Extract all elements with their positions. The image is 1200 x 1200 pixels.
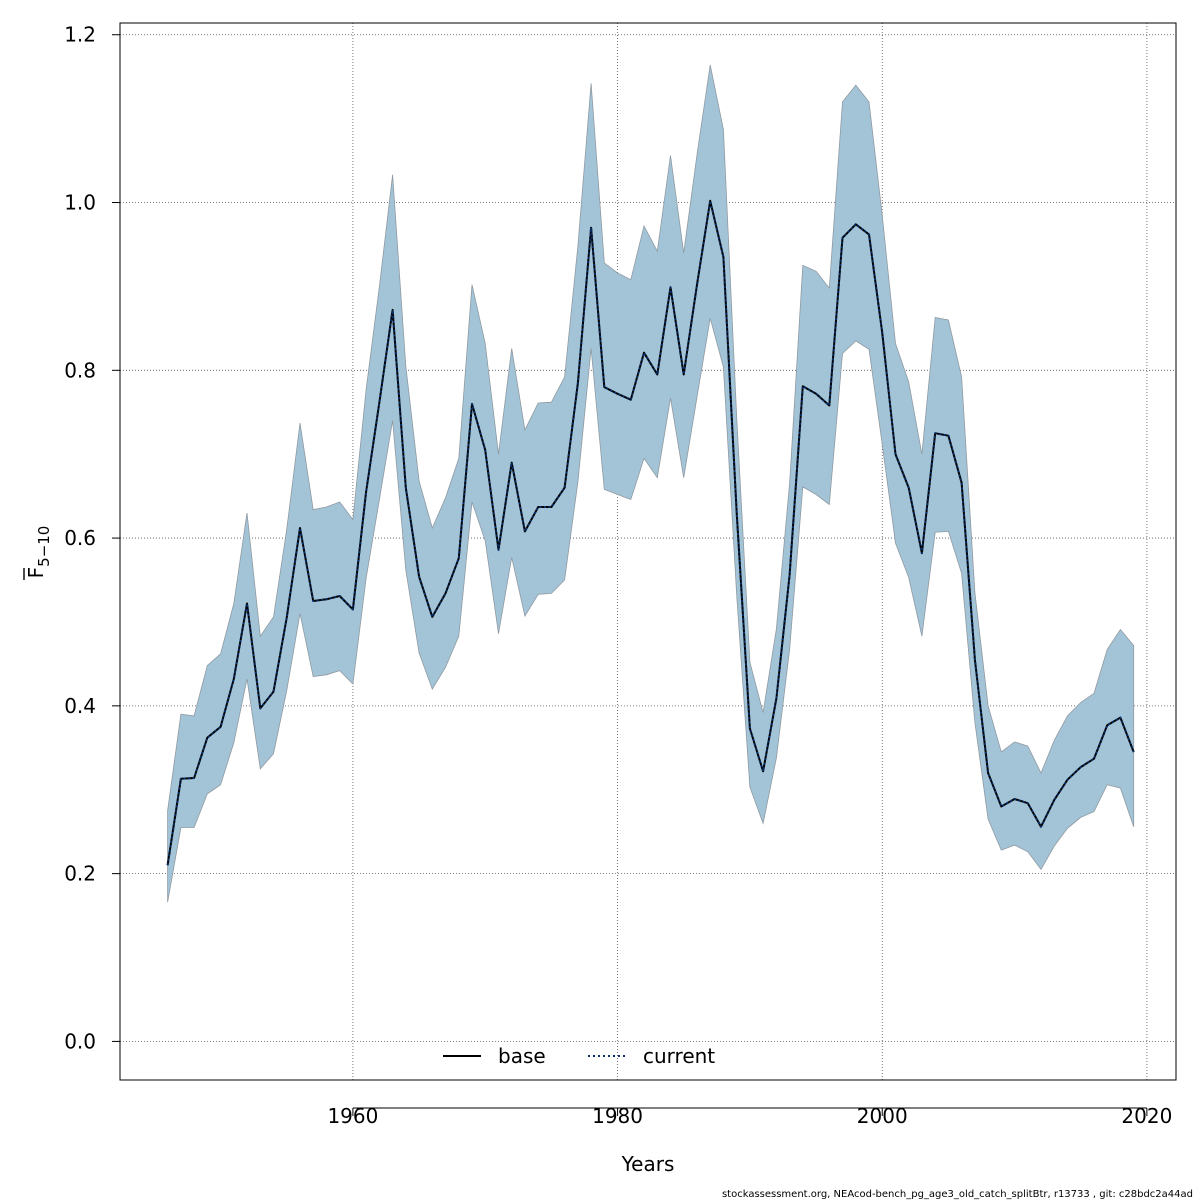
y-tick-label: 0.2 <box>64 862 96 886</box>
y-tick-label: 0.0 <box>64 1029 96 1053</box>
x-tick-label: 1980 <box>592 1104 643 1128</box>
grid-lines <box>120 23 1176 1080</box>
y-tick-label: 0.8 <box>64 358 96 382</box>
x-tick-label: 1960 <box>327 1104 378 1128</box>
x-tick-label: 2000 <box>857 1104 908 1128</box>
y-tick-label: 0.4 <box>64 694 96 718</box>
legend-label-current: current <box>643 1044 715 1068</box>
plot-frame <box>119 22 1177 1081</box>
series-lines <box>166 199 1135 866</box>
series-line-base <box>166 199 1135 866</box>
footer-caption: stockassessment.org, NEAcod-bench_pg_age… <box>722 1189 1193 1200</box>
y-axis-title: F5−10 <box>23 526 53 580</box>
x-tick-label: 2020 <box>1121 1104 1172 1128</box>
y-tick-label: 0.6 <box>64 526 96 550</box>
legend-label-base: base <box>498 1044 546 1068</box>
y-axis: 0.0 0.2 0.4 0.6 0.8 1.0 1.2 <box>64 23 120 1053</box>
y-axis-title-subscript: 5−10 <box>35 526 53 567</box>
legend: base current <box>443 1044 715 1068</box>
svg-text:F5−10: F5−10 <box>24 526 53 579</box>
x-axis: 1960 1980 2000 2020 <box>327 1104 1172 1128</box>
y-tick-label: 1.0 <box>64 191 96 215</box>
y-tick-label: 1.2 <box>64 23 96 47</box>
x-axis-title: Years <box>621 1152 675 1176</box>
y-axis-title-main: F <box>24 567 48 579</box>
